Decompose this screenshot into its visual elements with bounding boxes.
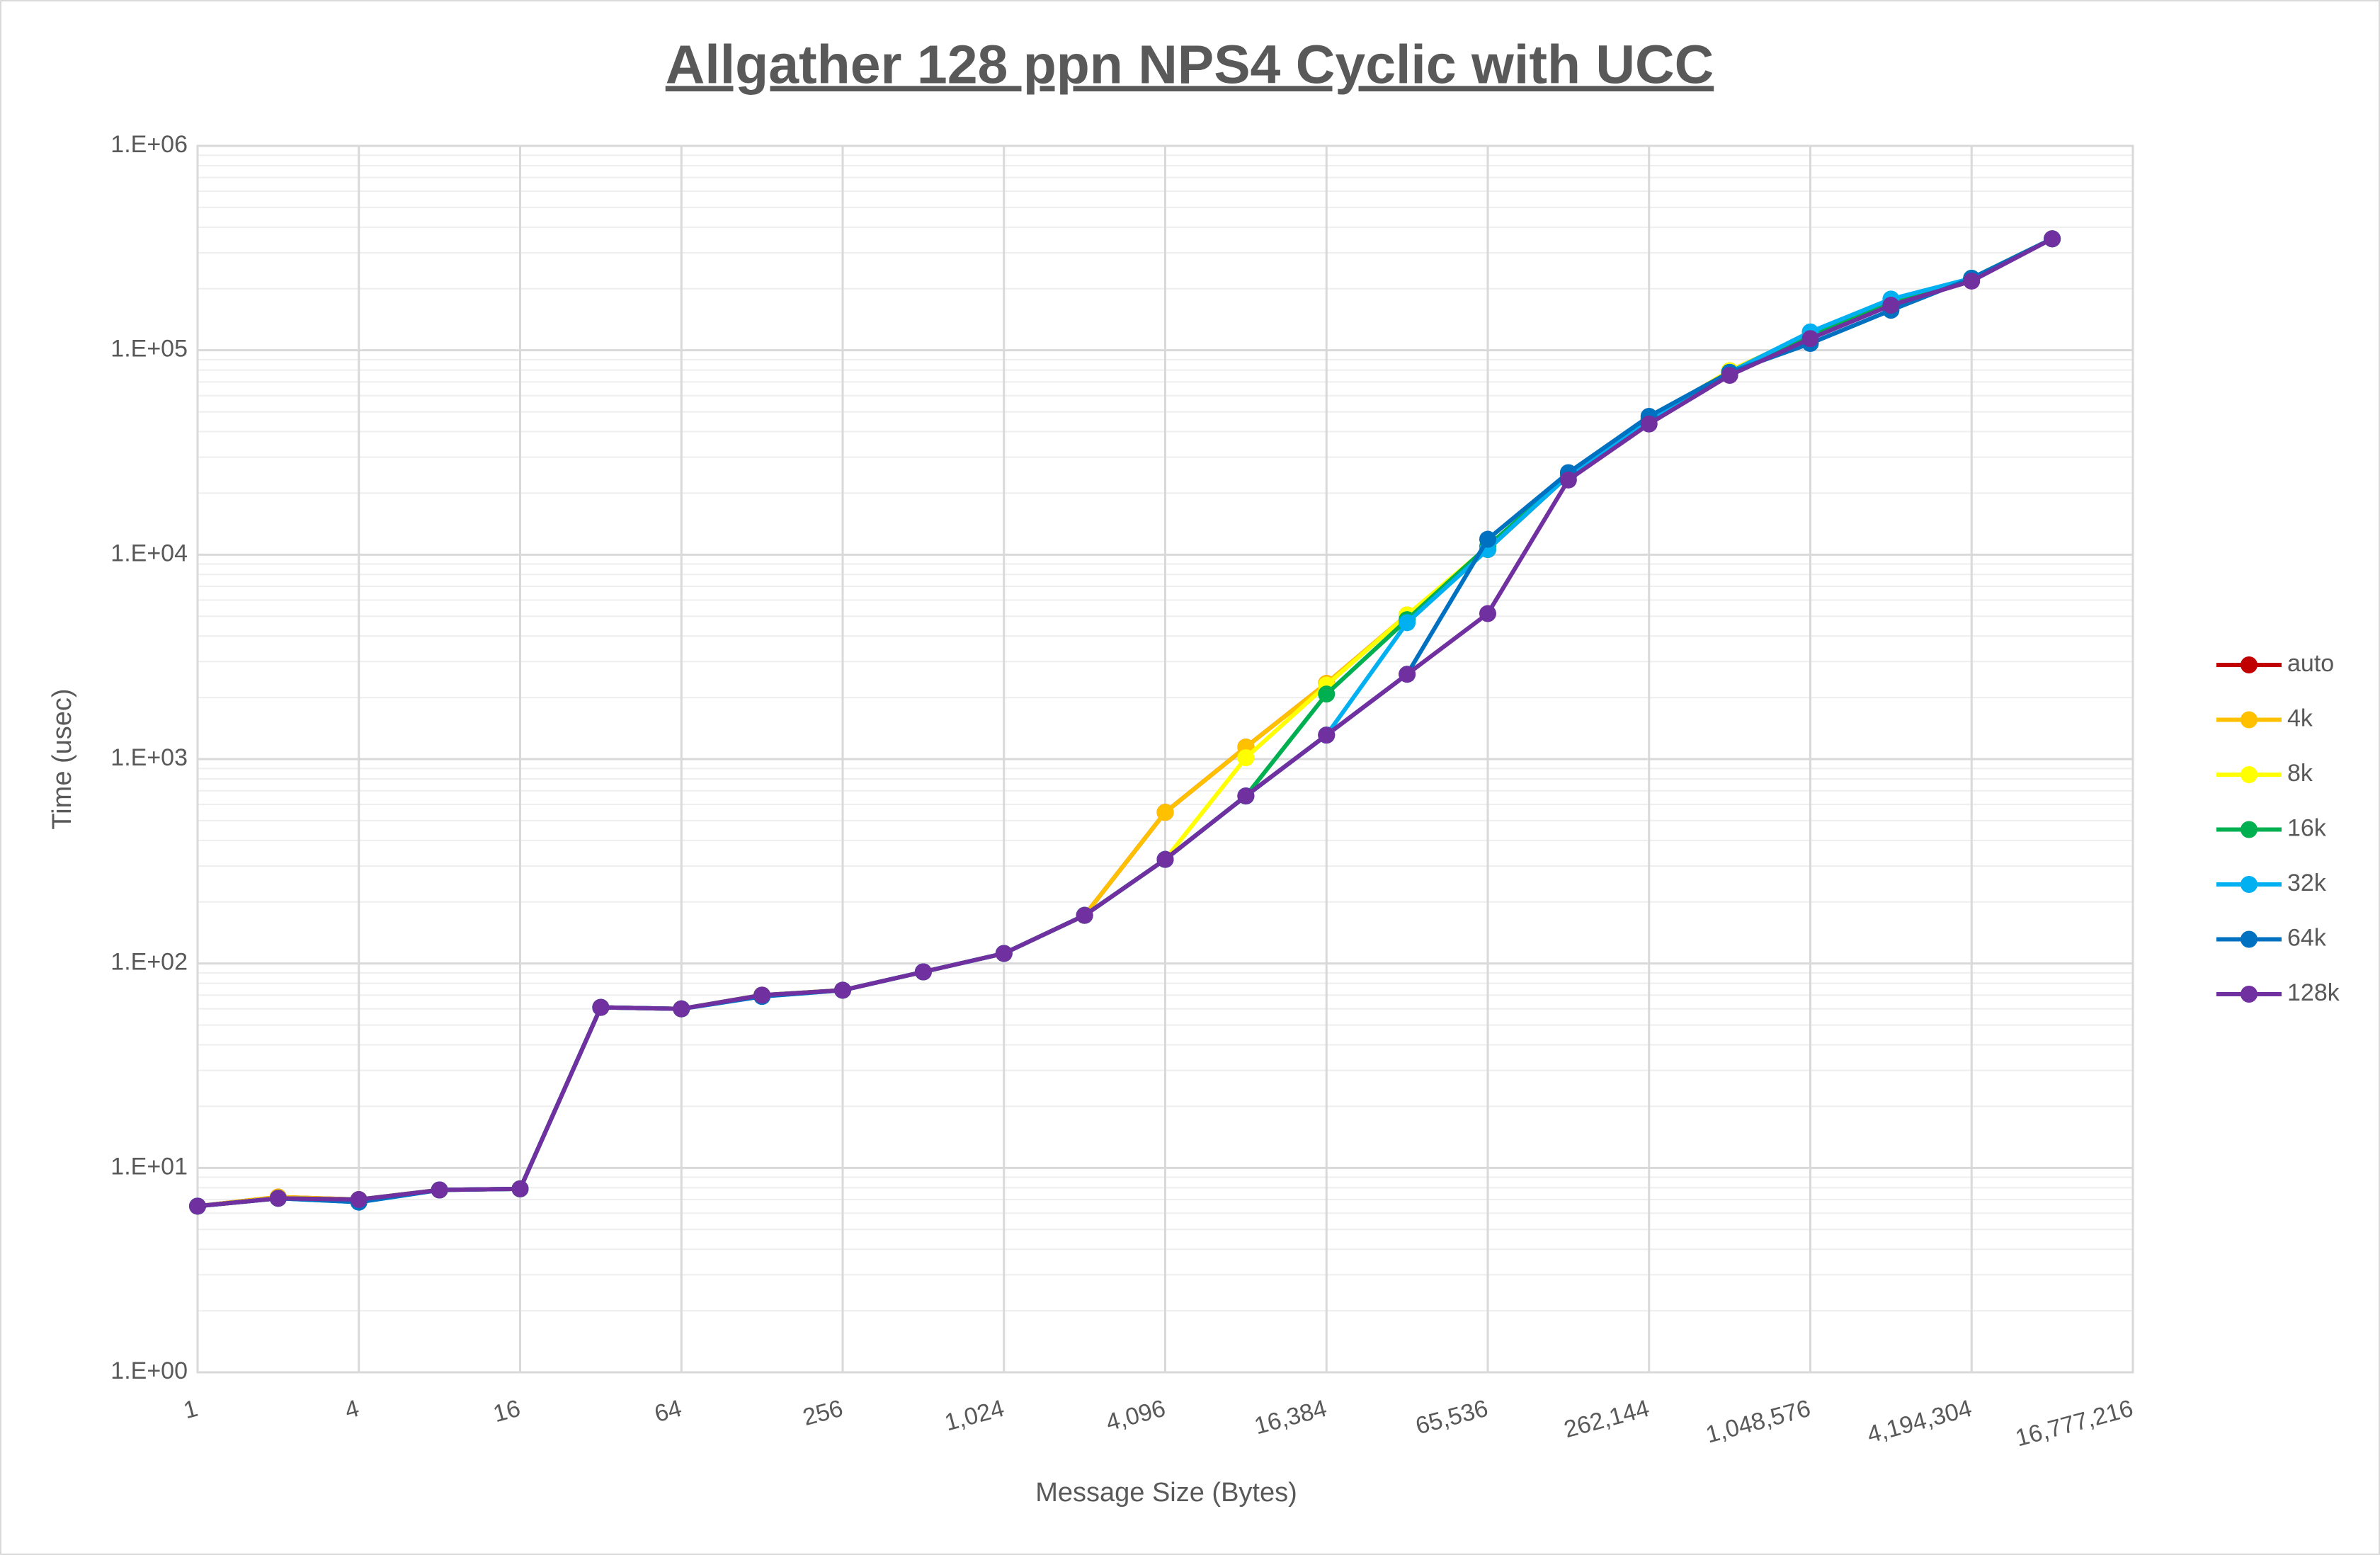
series-line (197, 237, 2054, 1209)
data-point (1156, 850, 1174, 868)
data-point (1640, 415, 1658, 433)
legend-label: auto (2287, 650, 2334, 677)
legend-swatch-marker (2240, 876, 2257, 893)
data-point (1399, 614, 1416, 632)
data-point (1721, 367, 1738, 385)
data-point (1479, 530, 1496, 548)
y-tick-label: 1.E+02 (110, 949, 188, 976)
data-point (1076, 906, 1093, 924)
data-point (1479, 605, 1496, 622)
data-point (592, 998, 610, 1016)
data-point (2044, 230, 2061, 248)
data-point (1801, 330, 1819, 348)
data-point (1237, 787, 1255, 805)
data-point (350, 1191, 368, 1209)
y-tick-label: 1.E+01 (110, 1153, 188, 1180)
legend-swatch-marker (2240, 821, 2257, 838)
legend-swatch-marker (2240, 930, 2257, 948)
legend-label: 4k (2287, 705, 2313, 731)
y-tick-label: 1.E+04 (110, 540, 188, 566)
y-axis-title: Time (usec) (47, 688, 77, 829)
chart-title: Allgather 128 ppn NPS4 Cyclic with UCC (666, 34, 1714, 95)
data-point (1963, 272, 1981, 290)
data-point (1559, 471, 1577, 489)
y-tick-label: 1.E+03 (110, 744, 188, 771)
x-axis-title: Message Size (Bytes) (1035, 1478, 1297, 1508)
data-point (189, 1197, 206, 1215)
legend-label: 8k (2287, 760, 2313, 787)
y-tick-label: 1.E+06 (110, 131, 188, 158)
legend: auto 4k 8k 16k 32k 64k 128k (2216, 650, 2340, 1006)
data-point (1237, 749, 1255, 767)
data-point (511, 1180, 529, 1197)
data-point (1318, 727, 1336, 744)
legend-swatch-marker (2240, 766, 2257, 783)
data-point (269, 1190, 287, 1207)
grid: 1.E+00 1.E+01 1.E+02 1.E+03 1.E+04 1.E+05 1.E+… (110, 131, 2136, 1452)
data-point (834, 981, 851, 999)
data-point (1399, 666, 1416, 683)
legend-swatch-marker (2240, 711, 2257, 729)
data-point (995, 945, 1013, 962)
data-point (1318, 685, 1336, 703)
data-point (1882, 297, 1900, 314)
legend-swatch-marker (2240, 656, 2257, 673)
data-point (1156, 804, 1174, 821)
data-point (914, 963, 932, 981)
legend-label: 64k (2287, 924, 2327, 951)
data-point (753, 986, 771, 1004)
plot-border (196, 144, 2134, 1374)
legend-label: 128k (2287, 979, 2340, 1006)
legend-label: 32k (2287, 870, 2327, 896)
plot-area (189, 230, 2061, 1215)
legend-swatch-marker (2240, 986, 2257, 1003)
data-point (431, 1181, 448, 1199)
y-tick-label: 1.E+00 (110, 1357, 188, 1384)
y-tick-label: 1.E+05 (110, 336, 188, 363)
legend-label: 16k (2287, 814, 2327, 841)
data-point (673, 1000, 690, 1018)
